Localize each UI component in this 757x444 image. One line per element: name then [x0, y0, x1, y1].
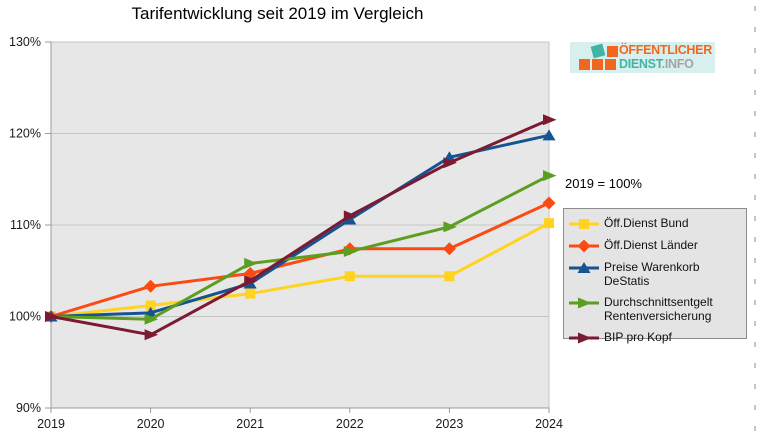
baseline-annotation: 2019 = 100%	[565, 176, 642, 191]
x-axis-tick-label: 2021	[236, 417, 264, 431]
series-marker	[343, 246, 358, 258]
legend-label: Öff.Dienst Länder	[604, 238, 698, 252]
series-marker	[244, 275, 258, 287]
series-marker	[144, 313, 159, 325]
logo-text: ÖFFENTLICHER DIENST.INFO	[619, 43, 712, 72]
series-marker	[244, 257, 258, 269]
series-marker	[45, 311, 59, 322]
x-axis-tick-label: 2023	[435, 417, 463, 431]
series-marker	[542, 196, 556, 210]
logo-square-orange	[605, 59, 616, 70]
legend-item: Öff.Dienst Länder	[569, 238, 746, 253]
series-marker	[145, 300, 156, 311]
x-axis-tick-label: 2019	[37, 417, 65, 431]
logo-text-dienst: DIENST	[619, 56, 662, 71]
series-line	[50, 118, 550, 337]
legend-marker	[577, 239, 591, 253]
chart-title: Tarifentwicklung seit 2019 im Vergleich	[131, 4, 424, 23]
series-marker	[144, 279, 158, 293]
legend-sample	[569, 297, 599, 309]
y-axis-tick-label: 130%	[9, 35, 41, 49]
x-axis-tick-label: 2024	[535, 417, 563, 431]
series-marker	[245, 288, 256, 299]
series-marker	[544, 218, 554, 229]
oeffentlicher-dienst-info-logo: ÖFFENTLICHER DIENST.INFO	[570, 42, 715, 73]
legend-label: BIP pro Kopf	[604, 330, 672, 344]
legend-sample	[569, 332, 599, 344]
legend-sample	[569, 219, 599, 229]
series-line	[50, 133, 550, 318]
logo-text-line2: DIENST.INFO	[619, 56, 712, 72]
legend-label: Durchschnittsentgelt Rentenversicherung	[604, 295, 713, 323]
series-marker	[542, 129, 556, 141]
legend-item: Preise Warenkorb DeStatis	[569, 260, 746, 288]
y-axis-tick-label: 120%	[9, 127, 41, 141]
series-marker	[543, 114, 557, 126]
legend-label: Öff.Dienst Bund	[604, 216, 689, 230]
legend-item: Durchschnittsentgelt Rentenversicherung	[569, 295, 746, 323]
legend-marker	[578, 297, 592, 309]
series-marker	[543, 170, 557, 182]
logo-square-orange	[579, 59, 590, 70]
series-line	[50, 221, 550, 318]
logo-square-teal	[590, 43, 606, 59]
series-marker	[343, 210, 358, 222]
y-axis-tick-label: 100%	[9, 310, 41, 324]
legend-sample	[569, 239, 599, 253]
series-marker	[144, 329, 159, 341]
y-axis-tick-label: 90%	[16, 401, 41, 415]
legend-marker	[577, 262, 591, 273]
logo-square-orange	[592, 59, 603, 70]
x-axis-tick-label: 2020	[137, 417, 165, 431]
legend-sample	[569, 262, 599, 273]
logo-text-info: .INFO	[661, 56, 694, 71]
series-marker	[442, 242, 456, 256]
y-axis-tick-label: 110%	[10, 218, 41, 232]
series-marker	[344, 271, 355, 282]
legend-items: Öff.Dienst Bund Öff.Dienst Länder Preise W…	[569, 216, 746, 345]
legend-marker	[578, 332, 592, 344]
x-axis-tick-label: 2022	[336, 417, 364, 431]
series-marker	[443, 221, 457, 233]
legend-item: Öff.Dienst Bund	[569, 216, 746, 231]
series-marker	[444, 271, 455, 282]
series-marker	[343, 213, 357, 225]
series-line	[50, 201, 550, 318]
series-marker	[443, 157, 457, 169]
legend-label: Preise Warenkorb DeStatis	[604, 260, 700, 288]
series-line	[50, 174, 550, 321]
legend: Öff.Dienst Bund Öff.Dienst Länder Preise W…	[563, 208, 747, 344]
legend-marker	[579, 219, 589, 229]
legend-item: BIP pro Kopf	[569, 330, 746, 345]
logo-square-orange	[607, 46, 618, 57]
selection-dash-border	[754, 6, 756, 444]
logo-text-line1: ÖFFENTLICHER	[619, 43, 712, 57]
